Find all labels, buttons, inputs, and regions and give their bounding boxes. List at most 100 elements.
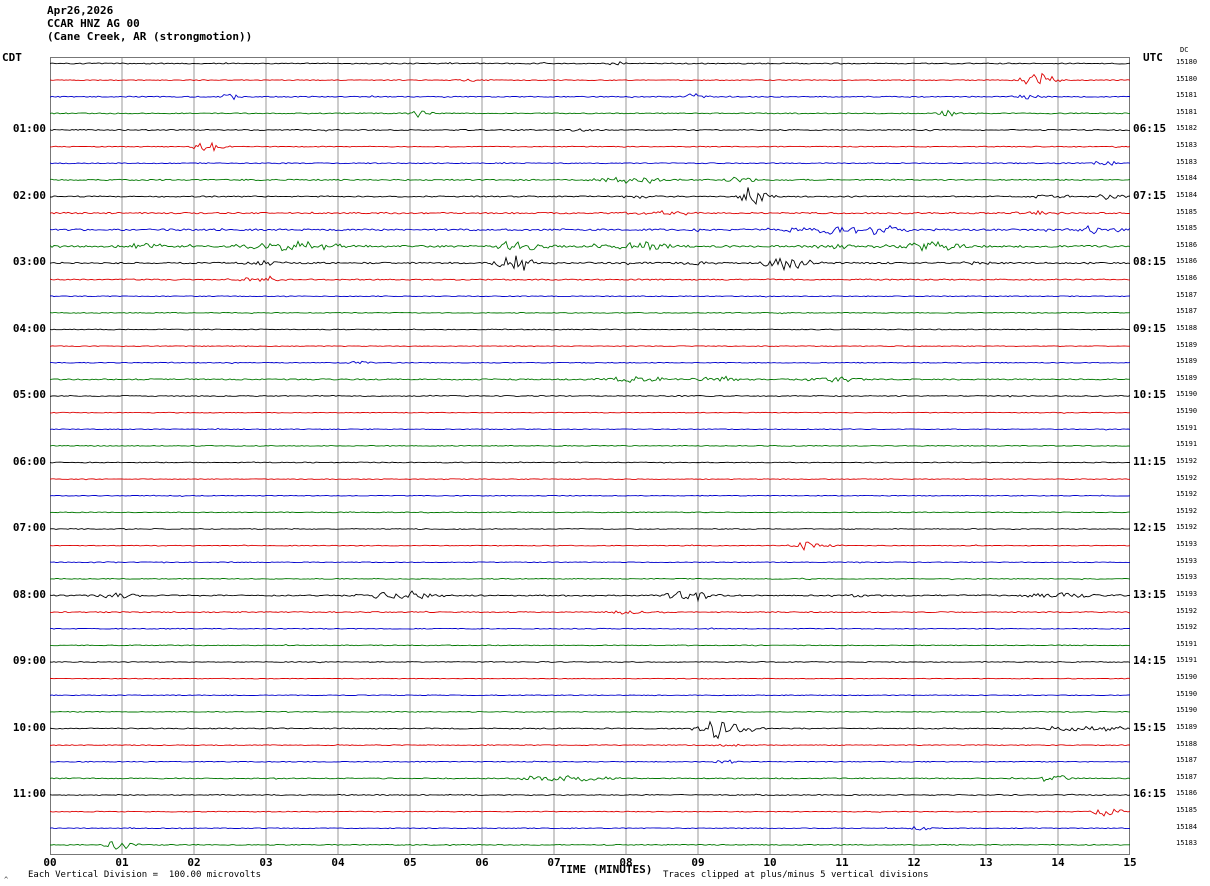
trace-row: [49, 224, 1131, 236]
trace-row: [49, 311, 1131, 315]
x-tick-label: 10: [763, 856, 777, 869]
trace-row: [49, 445, 1131, 447]
x-tick-label: 14: [1051, 856, 1065, 869]
trace-row: [49, 160, 1131, 166]
trace-row: [50, 176, 1131, 185]
right-hour-label: 15:15: [1133, 720, 1167, 734]
dc-offset-value: 15180: [1176, 74, 1198, 83]
dc-offset-value: 15183: [1176, 157, 1198, 166]
dc-offset-value: 15184: [1176, 190, 1198, 199]
right-hour-label: 08:15: [1133, 255, 1167, 269]
x-tick-label: 03: [259, 856, 273, 869]
trace-row: [49, 461, 1130, 464]
x-tick-label: 08: [619, 856, 633, 869]
dc-offset-value: 15192: [1176, 490, 1198, 499]
dc-offset-value: 15186: [1176, 274, 1198, 283]
trace-row: [50, 187, 1131, 206]
dc-offset-value: 15190: [1176, 407, 1198, 416]
left-hour-label: 10:00: [12, 720, 46, 734]
right-hour-label: 14:15: [1133, 654, 1167, 668]
trace-row: [49, 494, 1131, 497]
x-tick-label: 12: [907, 856, 921, 869]
left-hour-label: 03:00: [12, 255, 46, 269]
dc-offset-value: 15188: [1176, 323, 1198, 332]
trace-row: [49, 427, 1131, 431]
trace-row: [49, 694, 1131, 697]
dc-offset-value: 15192: [1176, 606, 1198, 615]
trace-row: [50, 644, 1130, 647]
right-hour-label: 12:15: [1133, 521, 1167, 535]
dc-offset-value: 15192: [1176, 473, 1198, 482]
dc-offset-value: 15191: [1176, 440, 1198, 449]
trace-row: [50, 841, 1130, 850]
dc-offset-value: 15181: [1176, 91, 1198, 100]
trace-row: [49, 141, 1131, 153]
trace-row: [50, 677, 1131, 680]
trace-row: [49, 590, 1131, 603]
right-hour-label: 13:15: [1133, 587, 1167, 601]
trace-row: [49, 759, 1131, 764]
dc-offset-value: 15187: [1176, 756, 1198, 765]
left-hour-label: 01:00: [12, 122, 46, 136]
dc-offset-value: 15180: [1176, 57, 1198, 66]
dc-offset-value: 15193: [1176, 540, 1198, 549]
x-tick-label: 13: [979, 856, 993, 869]
trace-row: [49, 109, 1131, 119]
dc-offset-value: 15190: [1176, 706, 1198, 715]
dc-offset-value: 15192: [1176, 456, 1198, 465]
dc-offset-value: 15181: [1176, 107, 1198, 116]
trace-row: [49, 720, 1131, 740]
header-date: Apr26,2026: [47, 4, 114, 17]
dc-offset-value: 15189: [1176, 722, 1198, 731]
dc-offset-value: 15191: [1176, 656, 1198, 665]
dc-offset-value: 15185: [1176, 806, 1198, 815]
left-timezone-label: CDT: [2, 51, 22, 64]
trace-row: [49, 808, 1131, 817]
x-tick-label: 09: [691, 856, 705, 869]
left-hour-label: 02:00: [12, 188, 46, 202]
trace-row: [49, 577, 1131, 581]
trace-row: [49, 295, 1131, 298]
x-tick-label: 04: [331, 856, 345, 869]
trace-row: [50, 411, 1131, 414]
trace-row: [49, 743, 1131, 747]
x-axis-title: TIME (MINUTES): [559, 863, 653, 876]
dc-offset-value: 15183: [1176, 839, 1198, 848]
corner-mark: ^: [4, 876, 9, 884]
trace-row: [49, 255, 1131, 272]
dc-offset-value: 15183: [1176, 141, 1198, 150]
trace-row: [49, 775, 1131, 783]
dc-column-label: DC: [1180, 46, 1189, 54]
seismogram-plot: [49, 57, 1131, 855]
left-hour-label: 05:00: [12, 388, 46, 402]
right-hour-label: 09:15: [1133, 321, 1167, 335]
x-tick-label: 00: [43, 856, 57, 869]
dc-offset-value: 15182: [1176, 124, 1198, 133]
footer-scale-note: Each Vertical Division = 100.00 microvol…: [28, 870, 261, 880]
dc-offset-value: 15190: [1176, 689, 1198, 698]
trace-row: [49, 711, 1131, 713]
dc-offset-value: 15186: [1176, 240, 1198, 249]
dc-offset-value: 15188: [1176, 739, 1198, 748]
dc-offset-value: 15189: [1176, 340, 1198, 349]
trace-row: [49, 209, 1131, 216]
x-tick-label: 15: [1123, 856, 1137, 869]
trace-row: [49, 511, 1130, 514]
x-tick-label: 07: [547, 856, 561, 869]
left-hour-label: 06:00: [12, 454, 46, 468]
left-hour-label: 08:00: [12, 587, 46, 601]
trace-row: [49, 360, 1131, 365]
dc-offset-value: 15193: [1176, 556, 1198, 565]
x-tick-label: 06: [475, 856, 489, 869]
x-tick-label: 01: [115, 856, 129, 869]
dc-offset-value: 15192: [1176, 506, 1198, 515]
trace-row: [49, 61, 1131, 66]
trace-row: [49, 825, 1131, 831]
dc-offset-value: 15186: [1176, 789, 1198, 798]
dc-offset-value: 15186: [1176, 257, 1198, 266]
trace-row: [49, 328, 1131, 331]
trace-row: [49, 610, 1131, 615]
dc-offset-value: 15191: [1176, 639, 1198, 648]
trace-row: [49, 627, 1131, 630]
